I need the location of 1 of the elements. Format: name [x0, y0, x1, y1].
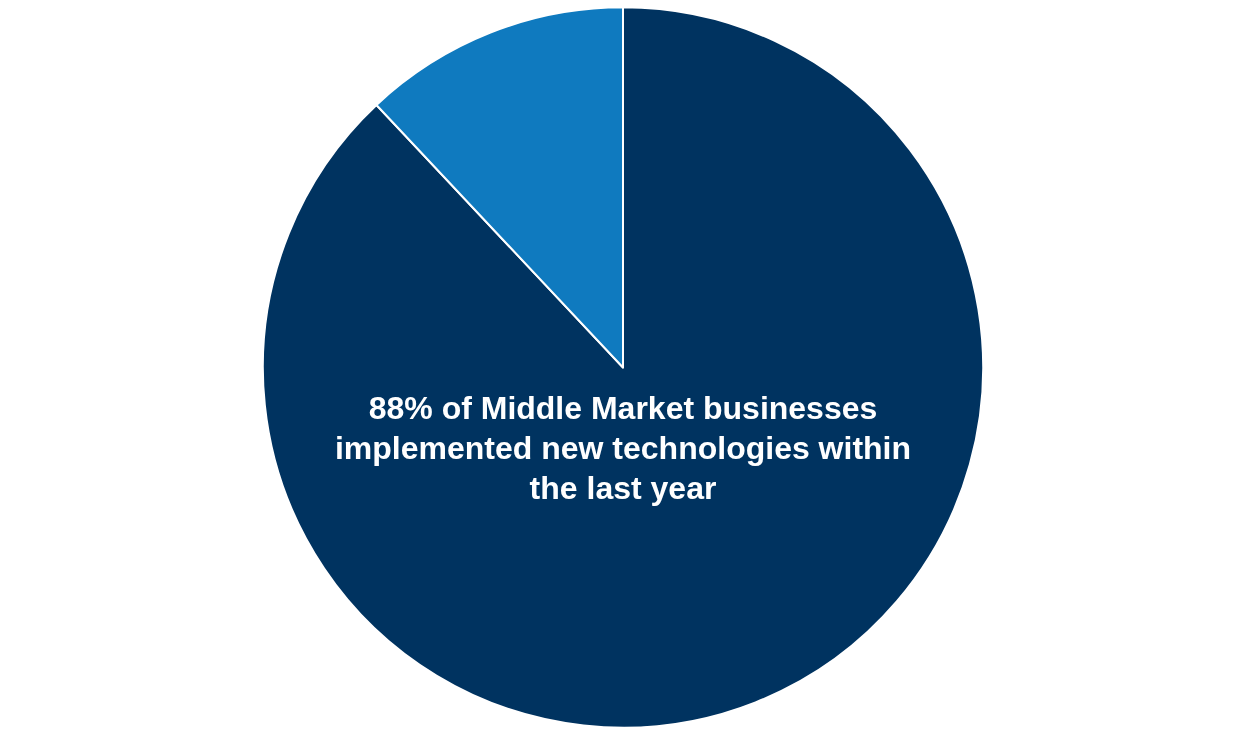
text: 88% of Middle Market businesses implemented new technologies within the last year [333, 389, 913, 508]
